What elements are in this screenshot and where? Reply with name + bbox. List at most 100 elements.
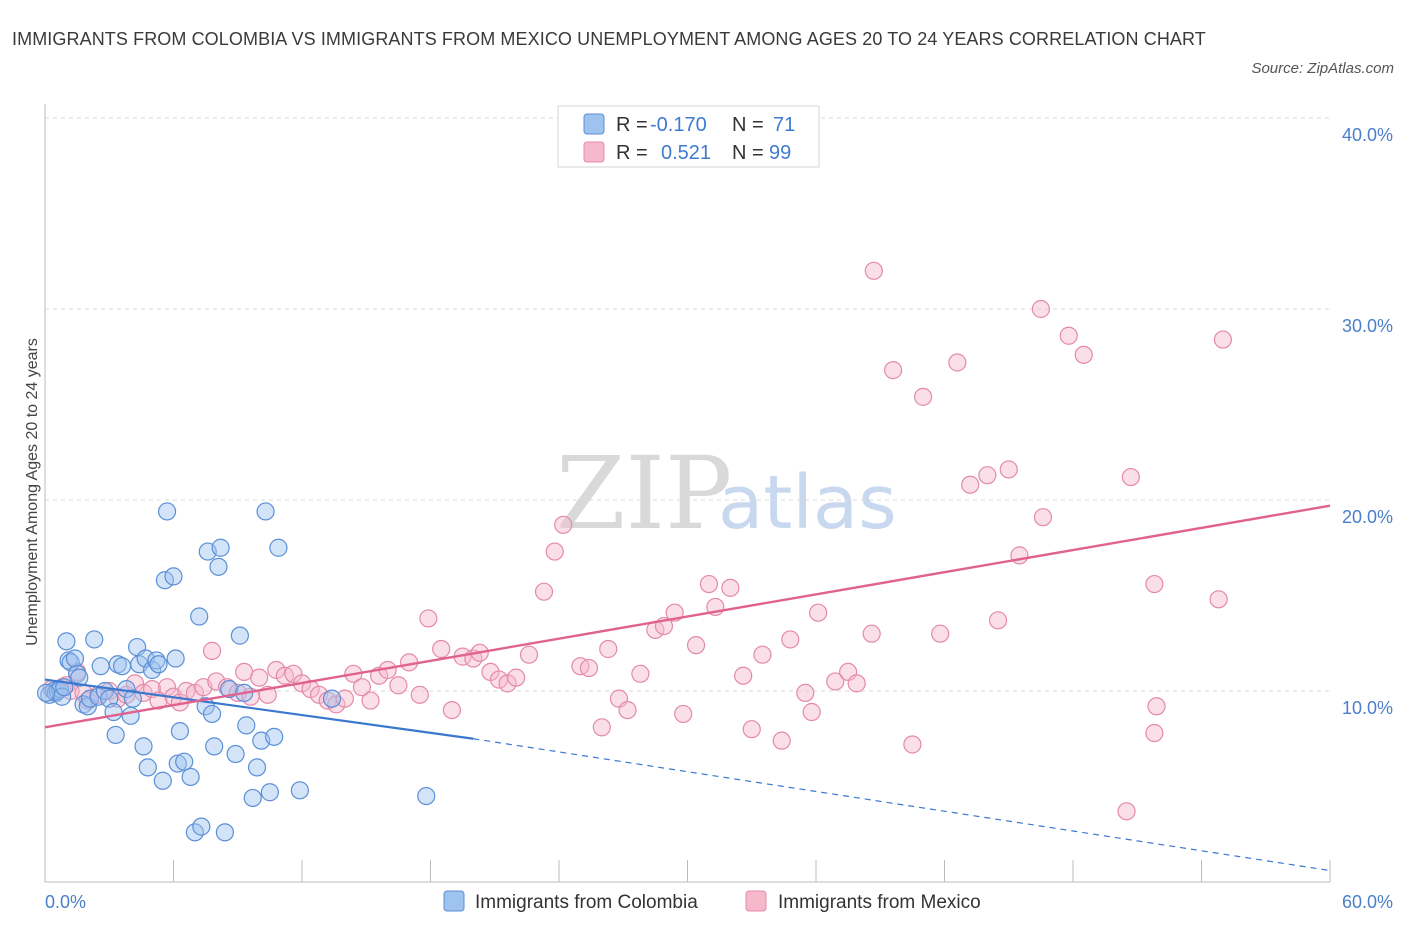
colombia-point bbox=[153, 771, 172, 790]
colombia-point bbox=[85, 630, 104, 649]
mexico-point bbox=[335, 689, 354, 708]
colombia-point bbox=[149, 655, 168, 674]
colombia-point bbox=[290, 781, 309, 800]
trend-line-colombia bbox=[44, 678, 474, 740]
mexico-point bbox=[1033, 508, 1053, 527]
colombia-point bbox=[170, 722, 190, 741]
trend-line-colombia-extension bbox=[473, 738, 1331, 872]
mexico-point bbox=[753, 645, 772, 664]
bottom-legend-label-mexico: Immigrants from Mexico bbox=[778, 892, 981, 913]
legend-box: R = -0.170 N = 71 R = 0.521 N = 99 bbox=[557, 105, 820, 168]
colombia-point bbox=[215, 823, 234, 842]
colombia-point bbox=[121, 706, 140, 725]
watermark: ZIP atlas bbox=[556, 435, 897, 552]
colombia-point bbox=[202, 704, 222, 724]
mexico-point bbox=[534, 582, 554, 601]
mexico-point bbox=[579, 658, 599, 678]
gridlines bbox=[45, 117, 1330, 692]
mexico-point bbox=[202, 641, 222, 660]
legend-n-value-colombia: 71 bbox=[773, 114, 795, 136]
colombia-point bbox=[175, 752, 194, 771]
mexico-point bbox=[1147, 697, 1166, 716]
colombia-point bbox=[70, 668, 89, 687]
mexico-point bbox=[883, 361, 903, 380]
mexico-point bbox=[1121, 467, 1140, 487]
colombia-point bbox=[65, 649, 85, 668]
mexico-point bbox=[592, 718, 611, 737]
mexico-point bbox=[507, 668, 526, 687]
mexico-point bbox=[948, 353, 967, 372]
colombia-point bbox=[166, 649, 185, 668]
colombia-point bbox=[211, 538, 230, 557]
colombia-point bbox=[256, 502, 275, 521]
colombia-point bbox=[134, 737, 153, 756]
colombia-point bbox=[155, 571, 175, 590]
colombia-point bbox=[205, 737, 224, 756]
legend-n-label-colombia: N = bbox=[732, 114, 764, 136]
mexico-point bbox=[1145, 574, 1164, 594]
legend-swatch-colombia bbox=[583, 113, 605, 135]
mexico-point bbox=[862, 624, 881, 643]
mexico-point bbox=[1145, 723, 1164, 743]
mexico-point bbox=[847, 674, 866, 693]
y-axis-title: Unemployment Among Ages 20 to 24 years bbox=[24, 338, 41, 646]
colombia-point bbox=[164, 567, 183, 586]
colombia-point bbox=[265, 727, 284, 746]
colombia-point bbox=[106, 725, 125, 745]
colombia-point bbox=[209, 557, 228, 576]
mexico-point bbox=[999, 460, 1018, 479]
mexico-point bbox=[352, 678, 372, 697]
trend-line-mexico bbox=[44, 504, 1331, 729]
watermark-zip: ZIP bbox=[556, 435, 732, 552]
mexico-point bbox=[631, 664, 650, 683]
bottom-legend-label-colombia: Immigrants from Colombia bbox=[475, 892, 698, 913]
y-tick-labels: 10.0% 20.0% 30.0% 40.0% bbox=[1342, 125, 1393, 718]
mexico-point bbox=[1117, 802, 1136, 821]
mexico-point bbox=[734, 666, 753, 685]
colombia-point bbox=[57, 632, 76, 651]
colombia-point bbox=[322, 689, 342, 708]
colombia-point bbox=[220, 679, 239, 699]
colombia-point bbox=[192, 817, 211, 836]
mexico-point bbox=[686, 636, 706, 655]
colombia-point bbox=[91, 657, 110, 676]
colombia-point bbox=[123, 689, 142, 708]
legend-n-label-mexico: N = bbox=[732, 142, 764, 164]
x-tick-label-max: 60.0% bbox=[1342, 892, 1393, 912]
mexico-point bbox=[802, 702, 821, 722]
mexico-point bbox=[781, 630, 800, 649]
mexico-point bbox=[699, 574, 719, 594]
colombia-point bbox=[230, 626, 249, 645]
mexico-point bbox=[864, 261, 883, 280]
mexico-point bbox=[361, 691, 380, 710]
y-tick-label-30: 30.0% bbox=[1342, 316, 1393, 336]
legend-r-label-colombia: R = bbox=[616, 114, 648, 136]
mexico-point bbox=[410, 685, 429, 704]
mexico-point bbox=[442, 700, 462, 720]
y-tick-label-40: 40.0% bbox=[1342, 125, 1393, 145]
mexico-point bbox=[1213, 330, 1233, 349]
mexico-point bbox=[903, 735, 922, 754]
bottom-legend-swatch-colombia bbox=[443, 890, 465, 912]
colombia-point bbox=[104, 702, 123, 722]
chart-title: IMMIGRANTS FROM COLOMBIA VS IMMIGRANTS F… bbox=[12, 29, 1206, 49]
mexico-point bbox=[250, 668, 269, 687]
mexico-point bbox=[1074, 345, 1093, 364]
colombia-point bbox=[100, 689, 119, 708]
mexico-point bbox=[913, 387, 933, 406]
axes bbox=[44, 104, 1331, 883]
source-credit: Source: ZipAtlas.com bbox=[1251, 60, 1394, 77]
colombia-point bbox=[243, 788, 262, 808]
trend-lines bbox=[44, 504, 1331, 872]
colombia-point bbox=[237, 716, 256, 735]
mexico-point bbox=[519, 645, 539, 664]
y-tick-label-10: 10.0% bbox=[1342, 698, 1393, 718]
legend-n-value-mexico: 99 bbox=[769, 142, 791, 164]
legend-r-label-mexico: R = bbox=[616, 142, 648, 164]
colombia-point bbox=[168, 754, 187, 773]
mexico-point bbox=[432, 639, 451, 659]
colombia-point bbox=[247, 758, 267, 777]
mexico-point bbox=[721, 578, 740, 597]
mexico-point bbox=[961, 475, 980, 494]
